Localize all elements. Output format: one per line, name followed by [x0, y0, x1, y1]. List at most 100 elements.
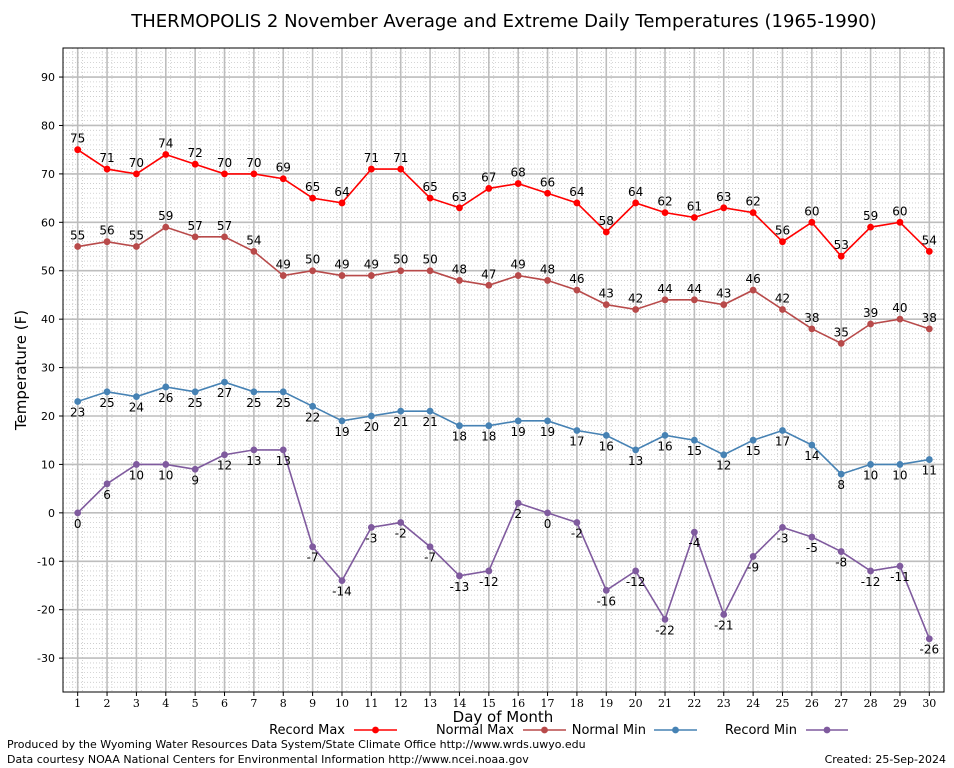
y-tick-label: 30 — [41, 362, 55, 375]
data-point-record-max — [896, 218, 904, 226]
data-point-record-max — [632, 199, 640, 207]
data-point-record-max — [338, 199, 346, 207]
data-point-normal-min — [808, 441, 816, 449]
data-label-record-min: 13 — [246, 454, 261, 468]
data-label-record-max: 65 — [422, 180, 437, 194]
data-point-record-min — [808, 533, 816, 541]
data-point-normal-min — [720, 451, 728, 459]
data-label-record-max: 54 — [922, 233, 937, 247]
data-point-normal-max — [867, 320, 874, 328]
x-tick-label: 9 — [309, 697, 316, 710]
data-point-record-max — [309, 194, 317, 202]
data-label-record-max: 68 — [511, 166, 526, 180]
data-point-record-min — [690, 528, 698, 536]
x-tick-label: 30 — [922, 697, 936, 710]
credit-line-2: Data courtesy NOAA National Centers for … — [7, 753, 529, 766]
data-point-normal-max — [632, 306, 640, 313]
data-point-record-max — [573, 199, 581, 207]
data-point-normal-min — [661, 431, 669, 439]
data-point-record-min — [514, 499, 522, 507]
data-point-record-min — [426, 543, 434, 551]
data-label-record-max: 65 — [305, 180, 320, 194]
data-point-normal-min — [279, 388, 287, 396]
data-point-record-max — [779, 238, 786, 246]
data-point-record-max — [602, 228, 610, 236]
data-point-normal-min — [338, 417, 346, 425]
data-point-normal-min — [250, 388, 258, 396]
legend-item-normal-min: Normal Min — [572, 723, 697, 738]
data-point-record-min — [191, 465, 199, 473]
data-label-record-max: 56 — [775, 224, 790, 238]
data-label-normal-max: 49 — [364, 258, 379, 272]
data-label-record-max: 60 — [804, 204, 819, 218]
y-tick-label: 50 — [41, 265, 55, 278]
data-label-normal-min: 19 — [334, 425, 349, 439]
data-point-normal-min — [397, 407, 405, 415]
data-point-normal-max — [103, 238, 111, 246]
data-label-record-min: 0 — [544, 517, 552, 531]
data-label-normal-max: 50 — [393, 253, 408, 267]
data-label-record-max: 71 — [393, 151, 408, 165]
data-point-normal-max — [162, 223, 170, 231]
data-point-record-min — [279, 446, 287, 454]
data-point-normal-min — [602, 431, 610, 439]
data-label-normal-max: 57 — [188, 219, 203, 233]
x-axis-label: Day of Month — [453, 708, 554, 726]
data-label-record-min: -21 — [714, 619, 734, 633]
data-label-normal-max: 54 — [246, 233, 261, 247]
data-point-record-min — [896, 562, 904, 570]
data-point-normal-min — [309, 402, 317, 410]
data-point-record-min — [74, 509, 82, 517]
data-label-record-max: 71 — [364, 151, 379, 165]
data-label-record-max: 62 — [745, 195, 760, 209]
data-label-record-max: 72 — [188, 146, 203, 160]
x-tick-label: 17 — [541, 697, 555, 710]
legend-label: Record Min — [725, 723, 797, 738]
data-label-normal-max: 43 — [599, 287, 614, 301]
data-point-record-min — [485, 567, 493, 575]
data-point-normal-max — [485, 281, 493, 289]
y-axis-label: Temperature (F) — [12, 310, 30, 431]
data-point-record-max — [456, 204, 463, 212]
data-point-record-max — [221, 170, 228, 178]
data-point-record-max — [808, 218, 816, 226]
data-point-record-max — [720, 204, 728, 212]
legend-label: Record Max — [269, 723, 345, 738]
created-date: Created: 25-Sep-2024 — [825, 753, 946, 766]
data-point-normal-max — [367, 272, 375, 279]
data-point-record-max — [749, 209, 757, 217]
data-label-normal-max: 48 — [540, 262, 555, 276]
data-label-normal-max: 35 — [834, 325, 849, 339]
data-label-normal-max: 39 — [863, 306, 878, 320]
data-point-record-min — [573, 519, 581, 526]
plot-area-border — [62, 47, 945, 693]
series-normal-max: 55 56 55 59 57 57 54 49 50 49 49 50 50 48 47 49 48 46 43 42… — [70, 209, 937, 347]
series-line-record-min — [77, 449, 931, 640]
legend-label: Normal Max — [436, 723, 514, 738]
data-point-record-min — [221, 451, 228, 459]
data-label-record-min: -7 — [307, 551, 319, 565]
data-label-normal-min: 25 — [246, 396, 261, 410]
data-point-normal-max — [397, 267, 405, 275]
data-label-normal-max: 40 — [892, 301, 907, 315]
data-label-normal-max: 46 — [745, 272, 760, 286]
x-tick-label: 18 — [570, 697, 584, 710]
data-point-normal-max — [338, 272, 346, 279]
data-point-record-max — [837, 252, 845, 260]
data-label-normal-min: 19 — [511, 425, 526, 439]
data-label-record-min: -11 — [890, 570, 910, 584]
data-label-normal-min: 18 — [452, 430, 467, 444]
data-label-record-max: 62 — [657, 195, 672, 209]
data-label-normal-max: 44 — [687, 282, 702, 296]
data-point-normal-max — [74, 243, 82, 250]
data-point-record-min — [456, 572, 463, 580]
data-point-record-min — [397, 519, 405, 526]
data-point-normal-max — [309, 267, 317, 275]
data-label-normal-min: 27 — [217, 386, 232, 400]
data-label-normal-min: 22 — [305, 410, 320, 424]
data-label-record-max: 64 — [628, 185, 643, 199]
data-label-record-min: -7 — [424, 551, 436, 565]
x-tick-label: 10 — [335, 697, 349, 710]
credit-line-1: Produced by the Wyoming Water Resources … — [7, 738, 586, 751]
data-label-record-min: -9 — [747, 560, 759, 574]
